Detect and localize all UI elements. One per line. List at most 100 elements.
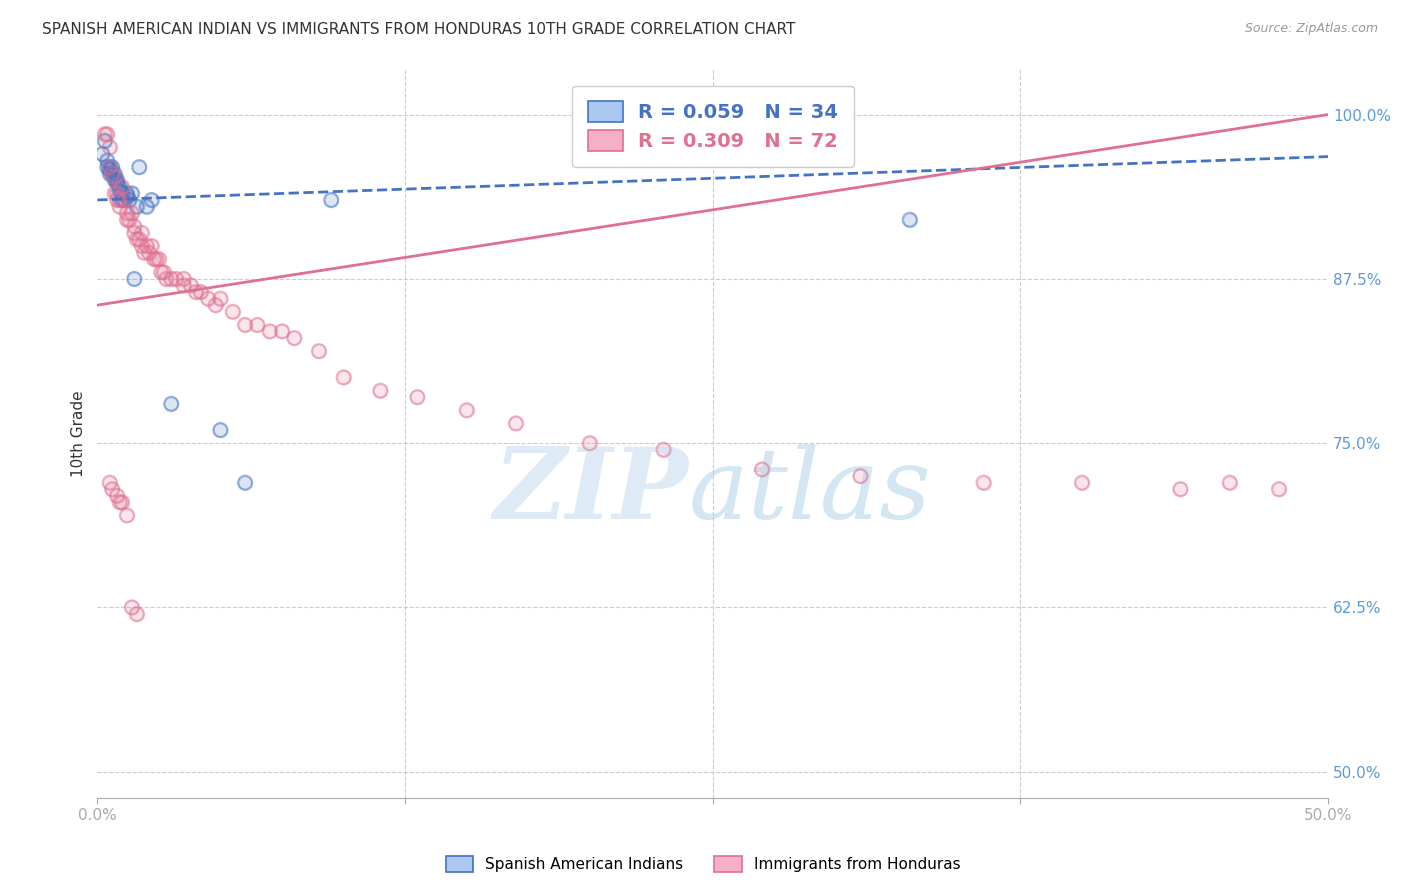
Point bbox=[233, 475, 256, 490]
Point bbox=[118, 193, 141, 207]
Point bbox=[222, 304, 245, 318]
Point bbox=[973, 475, 995, 490]
Point bbox=[209, 423, 232, 437]
Point bbox=[112, 193, 135, 207]
Point bbox=[103, 170, 125, 185]
Point bbox=[1170, 482, 1192, 496]
Text: atlas: atlas bbox=[688, 444, 931, 540]
Point bbox=[93, 134, 115, 148]
Point bbox=[1170, 482, 1192, 496]
Point bbox=[155, 272, 177, 286]
Point bbox=[131, 239, 153, 253]
Point bbox=[105, 176, 128, 190]
Point bbox=[150, 265, 173, 279]
Legend: R = 0.059   N = 34, R = 0.309   N = 72: R = 0.059 N = 34, R = 0.309 N = 72 bbox=[572, 86, 853, 167]
Point bbox=[145, 252, 167, 266]
Point bbox=[121, 206, 143, 220]
Point bbox=[124, 219, 146, 234]
Point bbox=[103, 186, 125, 201]
Point bbox=[578, 134, 600, 148]
Point bbox=[108, 193, 131, 207]
Point bbox=[103, 170, 125, 185]
Point bbox=[91, 147, 114, 161]
Point bbox=[124, 226, 146, 240]
Point bbox=[96, 127, 118, 141]
Point bbox=[111, 186, 134, 201]
Point bbox=[101, 482, 124, 496]
Text: Source: ZipAtlas.com: Source: ZipAtlas.com bbox=[1244, 22, 1378, 36]
Point bbox=[105, 489, 128, 503]
Point bbox=[121, 186, 143, 201]
Point bbox=[105, 173, 128, 187]
Point bbox=[849, 469, 872, 483]
Point bbox=[125, 232, 148, 246]
Point bbox=[124, 226, 146, 240]
Point bbox=[135, 200, 157, 214]
Point bbox=[118, 212, 141, 227]
Point bbox=[105, 186, 128, 201]
Point bbox=[332, 370, 354, 384]
Point bbox=[98, 140, 121, 154]
Point bbox=[115, 189, 138, 203]
Point bbox=[101, 167, 124, 181]
Point bbox=[108, 179, 131, 194]
Point bbox=[101, 160, 124, 174]
Point bbox=[112, 193, 135, 207]
Point bbox=[112, 193, 135, 207]
Legend: Spanish American Indians, Immigrants from Honduras: Spanish American Indians, Immigrants fro… bbox=[439, 848, 967, 880]
Point bbox=[1219, 475, 1241, 490]
Point bbox=[1268, 482, 1291, 496]
Point bbox=[101, 167, 124, 181]
Point bbox=[115, 212, 138, 227]
Point bbox=[184, 285, 207, 299]
Point bbox=[115, 508, 138, 523]
Point bbox=[209, 292, 232, 306]
Point bbox=[321, 193, 343, 207]
Point bbox=[505, 417, 527, 431]
Point bbox=[98, 160, 121, 174]
Point bbox=[111, 193, 134, 207]
Point bbox=[108, 184, 131, 198]
Point bbox=[209, 423, 232, 437]
Point bbox=[108, 495, 131, 509]
Point bbox=[98, 162, 121, 177]
Point bbox=[332, 370, 354, 384]
Point bbox=[135, 239, 157, 253]
Point bbox=[105, 186, 128, 201]
Point bbox=[259, 325, 281, 339]
Point bbox=[652, 442, 675, 457]
Point bbox=[143, 252, 166, 266]
Point bbox=[259, 325, 281, 339]
Point bbox=[121, 186, 143, 201]
Point bbox=[98, 160, 121, 174]
Point bbox=[283, 331, 305, 345]
Point bbox=[125, 607, 148, 621]
Point bbox=[111, 186, 134, 201]
Point bbox=[96, 153, 118, 168]
Point bbox=[96, 127, 118, 141]
Point bbox=[1071, 475, 1094, 490]
Point bbox=[105, 193, 128, 207]
Point bbox=[111, 179, 134, 194]
Point bbox=[160, 272, 183, 286]
Point bbox=[173, 272, 195, 286]
Point bbox=[93, 127, 115, 141]
Point bbox=[108, 200, 131, 214]
Point bbox=[246, 318, 269, 332]
Point bbox=[98, 140, 121, 154]
Point bbox=[505, 417, 527, 431]
Point bbox=[125, 200, 148, 214]
Point bbox=[98, 167, 121, 181]
Point bbox=[180, 278, 202, 293]
Point bbox=[143, 252, 166, 266]
Point bbox=[98, 160, 121, 174]
Point bbox=[124, 272, 146, 286]
Point bbox=[101, 482, 124, 496]
Point bbox=[108, 193, 131, 207]
Point bbox=[96, 153, 118, 168]
Point bbox=[103, 173, 125, 187]
Point bbox=[456, 403, 478, 417]
Point bbox=[105, 176, 128, 190]
Point bbox=[125, 232, 148, 246]
Point bbox=[93, 127, 115, 141]
